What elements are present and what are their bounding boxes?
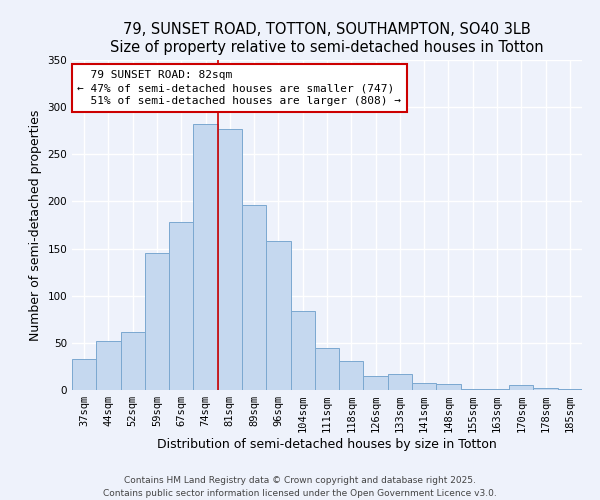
Text: 79 SUNSET ROAD: 82sqm
← 47% of semi-detached houses are smaller (747)
  51% of s: 79 SUNSET ROAD: 82sqm ← 47% of semi-deta… — [77, 70, 401, 106]
Bar — [364, 376, 388, 390]
Bar — [436, 384, 461, 390]
Bar — [509, 386, 533, 390]
Bar — [412, 384, 436, 390]
Bar — [388, 374, 412, 390]
Text: Contains HM Land Registry data © Crown copyright and database right 2025.
Contai: Contains HM Land Registry data © Crown c… — [103, 476, 497, 498]
X-axis label: Distribution of semi-detached houses by size in Totton: Distribution of semi-detached houses by … — [157, 438, 497, 451]
Bar — [533, 388, 558, 390]
Title: 79, SUNSET ROAD, TOTTON, SOUTHAMPTON, SO40 3LB
Size of property relative to semi: 79, SUNSET ROAD, TOTTON, SOUTHAMPTON, SO… — [110, 22, 544, 54]
Bar — [169, 222, 193, 390]
Bar — [315, 348, 339, 390]
Bar — [266, 241, 290, 390]
Bar — [339, 361, 364, 390]
Bar — [72, 359, 96, 390]
Bar — [242, 205, 266, 390]
Y-axis label: Number of semi-detached properties: Number of semi-detached properties — [29, 110, 42, 340]
Bar — [145, 254, 169, 390]
Bar — [193, 124, 218, 390]
Bar — [558, 389, 582, 390]
Bar — [96, 341, 121, 390]
Bar — [485, 389, 509, 390]
Bar — [461, 389, 485, 390]
Bar — [121, 332, 145, 390]
Bar — [290, 311, 315, 390]
Bar — [218, 129, 242, 390]
